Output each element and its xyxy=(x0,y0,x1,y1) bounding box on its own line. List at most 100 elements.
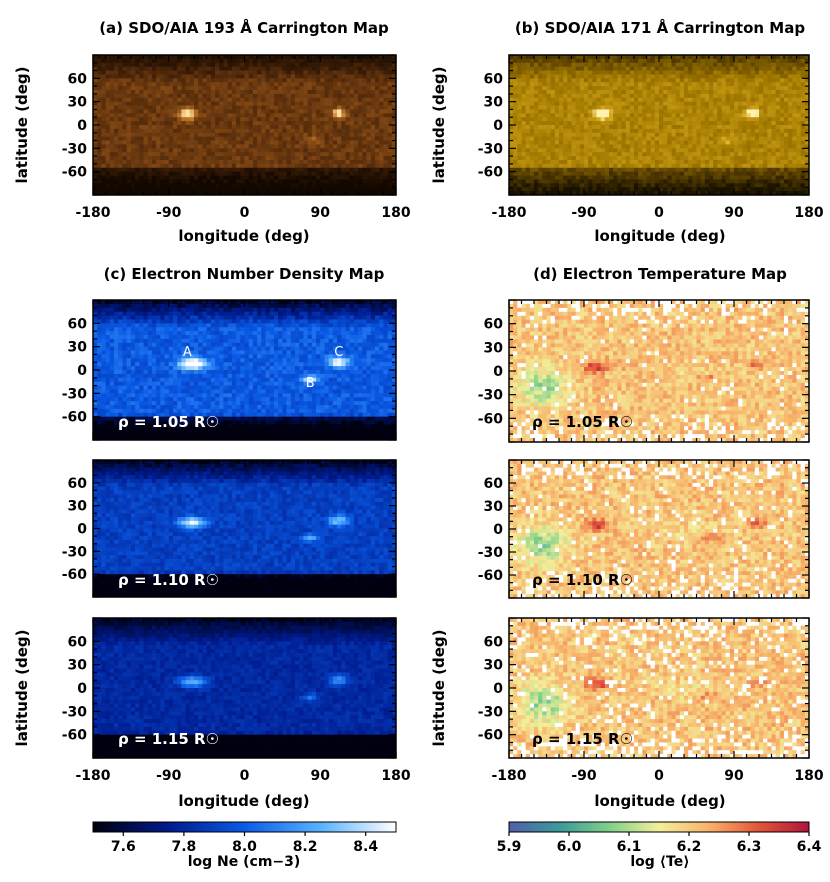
heatmap-cell xyxy=(713,152,718,157)
heatmap-cell xyxy=(517,62,522,68)
heatmap-cell xyxy=(311,163,317,169)
heatmap-cell xyxy=(231,152,237,157)
heatmap-cell xyxy=(278,167,283,173)
heatmap-cell xyxy=(754,163,760,169)
heatmap-cell xyxy=(282,78,287,83)
heatmap-cell xyxy=(261,78,266,83)
heatmap-cell xyxy=(391,90,397,95)
heatmap-cell xyxy=(273,78,279,83)
heatmap-cell xyxy=(126,183,132,188)
heatmap-cell xyxy=(759,121,764,126)
heatmap-cell xyxy=(345,140,351,145)
heatmap-cell xyxy=(265,70,271,75)
heatmap-cell xyxy=(567,136,572,141)
heatmap-cell xyxy=(236,171,241,176)
heatmap-cell xyxy=(391,187,397,192)
heatmap-cell xyxy=(278,93,283,99)
heatmap-cell xyxy=(210,97,216,103)
heatmap-cell xyxy=(800,55,806,60)
heatmap-cell xyxy=(147,105,153,110)
heatmap-cell xyxy=(114,148,119,153)
heatmap-cell xyxy=(156,78,161,83)
heatmap-cell xyxy=(667,55,672,60)
heatmap-cell xyxy=(114,187,119,192)
heatmap-cell xyxy=(374,171,380,176)
heatmap-cell xyxy=(160,58,165,64)
heatmap-cell xyxy=(575,78,581,83)
heatmap-cell xyxy=(542,156,547,161)
heatmap-cell xyxy=(538,66,543,71)
heatmap-cell xyxy=(236,191,241,196)
heatmap-cell xyxy=(332,163,338,169)
heatmap-cell xyxy=(679,101,685,106)
heatmap-cell xyxy=(696,128,702,134)
heatmap-cell xyxy=(244,93,250,99)
heatmap-cell xyxy=(634,93,639,99)
heatmap-cell xyxy=(688,113,693,118)
heatmap-cell xyxy=(303,179,309,184)
heatmap-cell xyxy=(101,101,107,106)
heatmap-cell xyxy=(198,109,203,114)
heatmap-cell xyxy=(563,148,568,153)
heatmap-cell xyxy=(290,90,296,95)
heatmap-cell xyxy=(517,136,522,141)
heatmap-cell xyxy=(290,179,296,184)
heatmap-cell xyxy=(181,183,186,188)
heatmap-cell xyxy=(509,113,514,118)
heatmap-cell xyxy=(215,93,220,99)
heatmap-cell xyxy=(160,105,165,110)
heatmap-cell xyxy=(579,152,585,157)
heatmap-cell xyxy=(307,183,313,188)
heatmap-cell xyxy=(675,62,681,68)
heatmap-cell xyxy=(295,70,300,75)
heatmap-cell xyxy=(168,105,174,110)
heatmap-cell xyxy=(332,136,338,141)
heatmap-cell xyxy=(767,86,772,91)
heatmap-cell xyxy=(550,163,556,169)
heatmap-cell xyxy=(700,109,706,114)
heatmap-cell xyxy=(763,82,768,87)
heatmap-cell xyxy=(341,113,346,118)
heatmap-cell xyxy=(771,113,777,118)
heatmap-cell xyxy=(767,90,772,95)
heatmap-cell xyxy=(215,132,220,138)
heatmap-cell xyxy=(571,183,577,188)
heatmap-cell xyxy=(729,160,735,165)
heatmap-cell xyxy=(629,128,635,134)
heatmap-cell xyxy=(513,93,518,99)
heatmap-cell xyxy=(704,90,710,95)
heatmap-cell xyxy=(328,117,334,122)
heatmap-cell xyxy=(604,58,610,64)
heatmap-cell xyxy=(370,152,376,157)
heatmap-cell xyxy=(135,183,140,188)
heatmap-cell xyxy=(109,160,115,165)
heatmap-cell xyxy=(679,144,685,149)
heatmap-cell xyxy=(324,167,330,173)
heatmap-cell xyxy=(592,179,597,184)
heatmap-cell xyxy=(604,140,610,145)
heatmap-cell xyxy=(210,152,216,157)
heatmap-cell xyxy=(621,58,627,64)
heatmap-cell xyxy=(324,136,330,141)
heatmap-cell xyxy=(567,183,572,188)
heatmap-cell xyxy=(517,86,522,91)
heatmap-cell xyxy=(206,191,212,196)
heatmap-cell xyxy=(729,113,735,118)
heatmap-cell xyxy=(525,148,531,153)
heatmap-cell xyxy=(592,74,597,79)
heatmap-cell xyxy=(771,144,777,149)
heatmap-cell xyxy=(538,175,543,180)
heatmap-cell xyxy=(227,160,233,165)
heatmap-cell xyxy=(303,171,309,176)
heatmap-cell xyxy=(667,144,672,149)
heatmap-cell xyxy=(366,152,372,157)
heatmap-cell xyxy=(299,152,304,157)
heatmap-cell xyxy=(202,86,208,91)
heatmap-cell xyxy=(688,132,693,138)
heatmap-cell xyxy=(231,113,237,118)
heatmap-cell xyxy=(650,113,656,118)
heatmap-cell xyxy=(156,156,161,161)
heatmap-cell xyxy=(303,74,309,79)
heatmap-cell xyxy=(248,109,254,114)
heatmap-cell xyxy=(621,132,627,138)
